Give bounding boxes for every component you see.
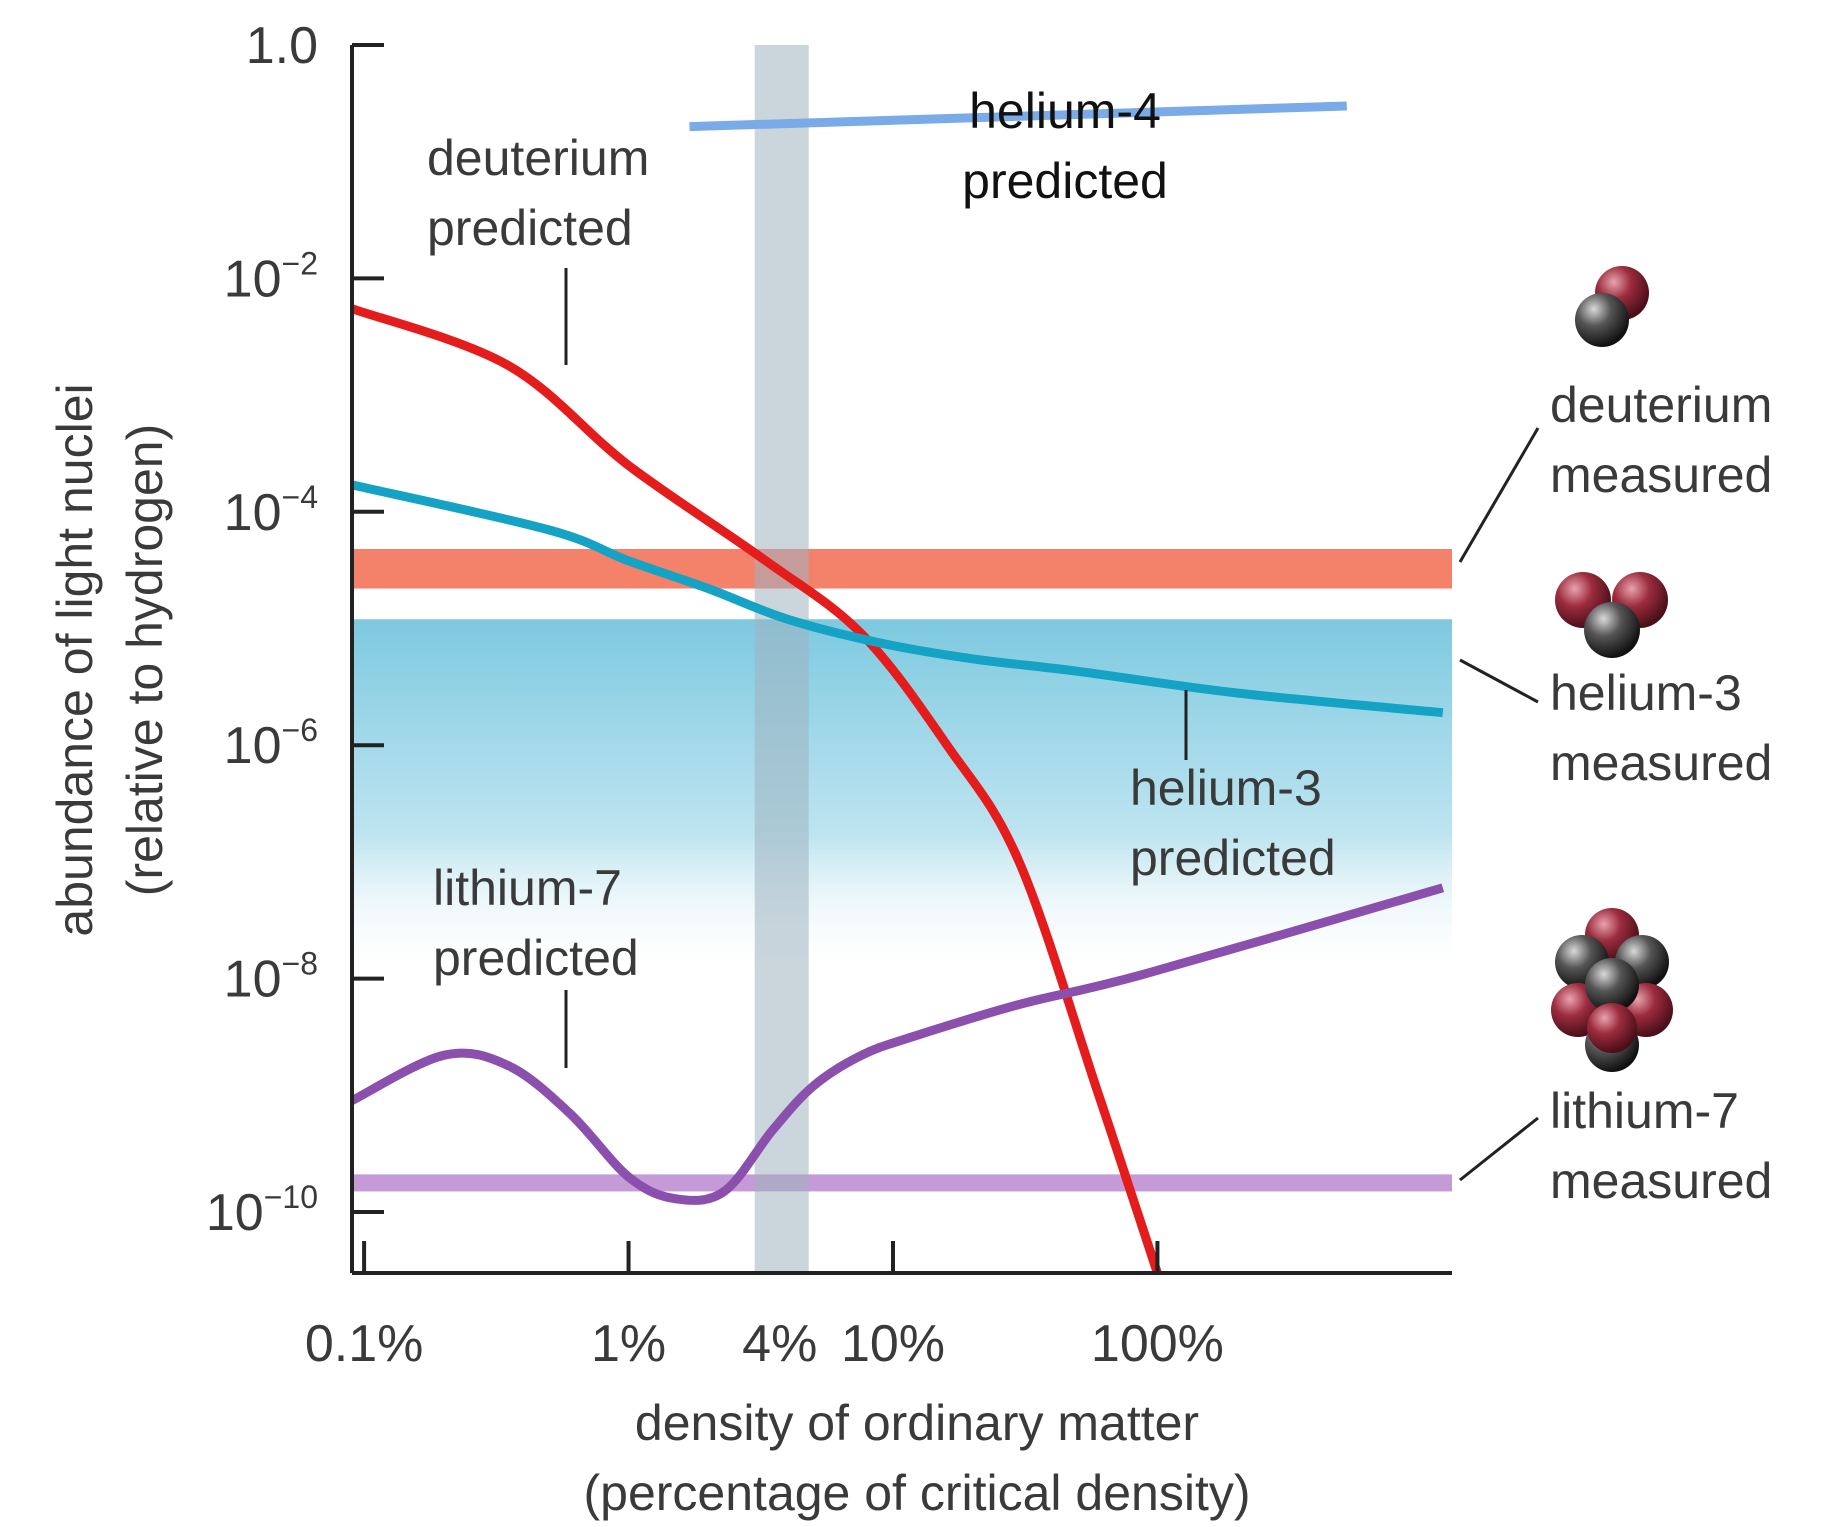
lithium-7-predicted-line [349,883,1445,1205]
helium-3-measured-label-line1: helium-3 [1550,665,1742,721]
x-extra-label: 4% [742,1315,817,1373]
y-tick-label: 10−4 [224,479,318,542]
x-tick-label: 10% [841,1315,945,1373]
y-axis-title-line2: (relative to hydrogen) [117,424,173,896]
lithium-7-measured-label-line2: measured [1550,1153,1772,1209]
y-tick-label: 10−6 [224,712,318,775]
y-tick-label: 10−10 [206,1179,318,1242]
helium-4-predicted-line [689,101,1347,132]
helium-4-label-line2: predicted [962,153,1168,209]
x-axis-title-line2: (percentage of critical density) [584,1465,1251,1521]
deuterium-measured-label-line1: deuterium [1550,377,1772,433]
lithium-7-predicted-label-line1: lithium-7 [433,860,622,916]
observed-density-band [754,45,809,1273]
deuterium-nucleus-icon [1575,266,1649,347]
y-tick-label: 10−2 [224,245,318,308]
x-tick-label: 100% [1091,1315,1224,1373]
x-tick-label: 1% [591,1315,666,1373]
helium-3-predicted-label-line1: helium-3 [1130,760,1322,816]
helium-3-predicted-label-line2: predicted [1130,830,1336,886]
y-axis-title-line1: abundance of light nuclei [47,383,103,936]
lithium-7-measured-label-line1: lithium-7 [1550,1083,1739,1139]
lithium-7-measured-band [352,1174,1452,1192]
lithium-7-predicted-label-line2: predicted [433,930,639,986]
helium-4-label-line1: helium-4 [969,83,1161,139]
y-tick-label: 1.0 [246,17,318,75]
deuterium-predicted-label-line1: deuterium [427,130,649,186]
y-tick-label: 10−8 [224,946,318,1009]
lithium-7-nucleus-icon [1551,908,1673,1072]
helium-3-nucleus-icon [1555,572,1668,658]
deuterium-measured-label-line2: measured [1550,447,1772,503]
helium-3-predicted-line [350,480,1444,718]
deuterium-measured-band [352,548,1452,589]
helium-3-measured-label-line2: measured [1550,735,1772,791]
x-tick-label: 0.1% [305,1315,424,1373]
x-axis-title-line1: density of ordinary matter [635,1395,1199,1451]
helium-3-measured-leader [1459,658,1539,704]
deuterium-predicted-label-line2: predicted [427,200,633,256]
lithium-7-measured-leader [1459,1116,1539,1182]
deuterium-measured-leader [1458,427,1540,563]
